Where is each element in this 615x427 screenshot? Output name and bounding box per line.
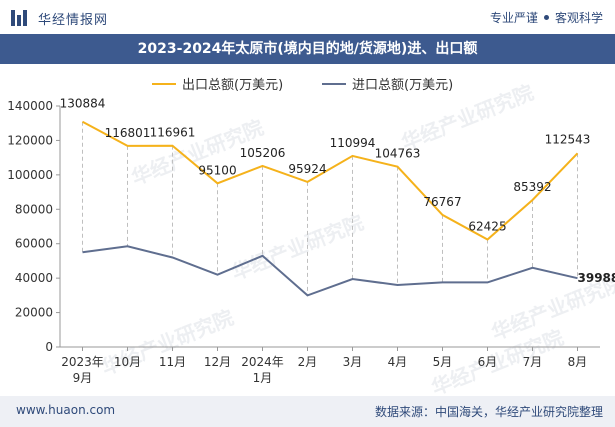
y-tick-label: 100000: [7, 168, 53, 182]
x-tick-label: 3月: [343, 355, 363, 369]
x-tick-label: 1月: [253, 371, 273, 385]
footer-website: www.huaon.com: [16, 403, 116, 417]
x-tick-label: 7月: [523, 355, 543, 369]
data-label: 105206: [240, 146, 286, 160]
data-label: 112543: [545, 132, 591, 146]
data-label: 104763: [375, 147, 421, 161]
x-tick-label: 4月: [388, 355, 408, 369]
legend-label-0: 出口总额(万美元): [182, 78, 283, 93]
x-tick-label: 11月: [159, 355, 186, 369]
y-tick-label: 40000: [15, 271, 53, 285]
y-tick-label: 80000: [15, 202, 53, 216]
x-tick-label: 6月: [478, 355, 498, 369]
data-label: 116961: [150, 126, 196, 140]
data-label: 85392: [513, 180, 551, 194]
x-tick-label: 2024年: [241, 355, 284, 369]
x-tick-label: 10月: [114, 355, 141, 369]
logo-text: 华经情报网: [38, 13, 109, 28]
data-label: 76767: [423, 195, 461, 209]
data-label: 95924: [288, 162, 326, 176]
y-tick-label: 0: [45, 340, 53, 354]
tagline-right: 客观科学: [554, 11, 603, 25]
x-tick-label: 2023年: [61, 355, 104, 369]
legend-label-1: 进口总额(万美元): [352, 78, 453, 93]
data-label: 95100: [198, 163, 236, 177]
x-tick-label: 2月: [298, 355, 318, 369]
footer-source: 数据来源：中国海关，华经产业研究院整理: [374, 405, 603, 419]
x-tick-label: 8月: [568, 355, 588, 369]
logo-icon: [11, 10, 27, 26]
tagline-dot: [543, 15, 549, 20]
x-tick-label: 9月: [73, 371, 93, 385]
chart-title: 2023-2024年太原市(境内目的地/货源地)进、出口额: [0, 34, 615, 64]
top-bar: 华经情报网 专业严谨 客观科学: [0, 0, 615, 34]
data-label: 39988: [578, 271, 615, 285]
y-tick-label: 120000: [7, 133, 53, 147]
data-label: 116801: [105, 126, 151, 140]
y-tick-label: 60000: [15, 237, 53, 251]
series-line-export: [82, 120, 579, 241]
x-tick-label: 5月: [433, 355, 453, 369]
tagline: 专业严谨 客观科学: [490, 9, 603, 26]
data-label: 62425: [468, 220, 506, 234]
data-label: 110994: [330, 136, 376, 150]
y-tick-label: 20000: [15, 306, 53, 320]
y-tick-label: 140000: [7, 99, 53, 113]
watermark-2: 华经产业研究院: [228, 210, 367, 285]
series-line-import: [82, 245, 578, 297]
tagline-left: 专业严谨: [489, 11, 538, 25]
data-label: 130884: [60, 97, 106, 111]
x-tick-label: 12月: [204, 355, 231, 369]
footer: www.huaon.com 数据来源：中国海关，华经产业研究院整理: [0, 396, 615, 427]
